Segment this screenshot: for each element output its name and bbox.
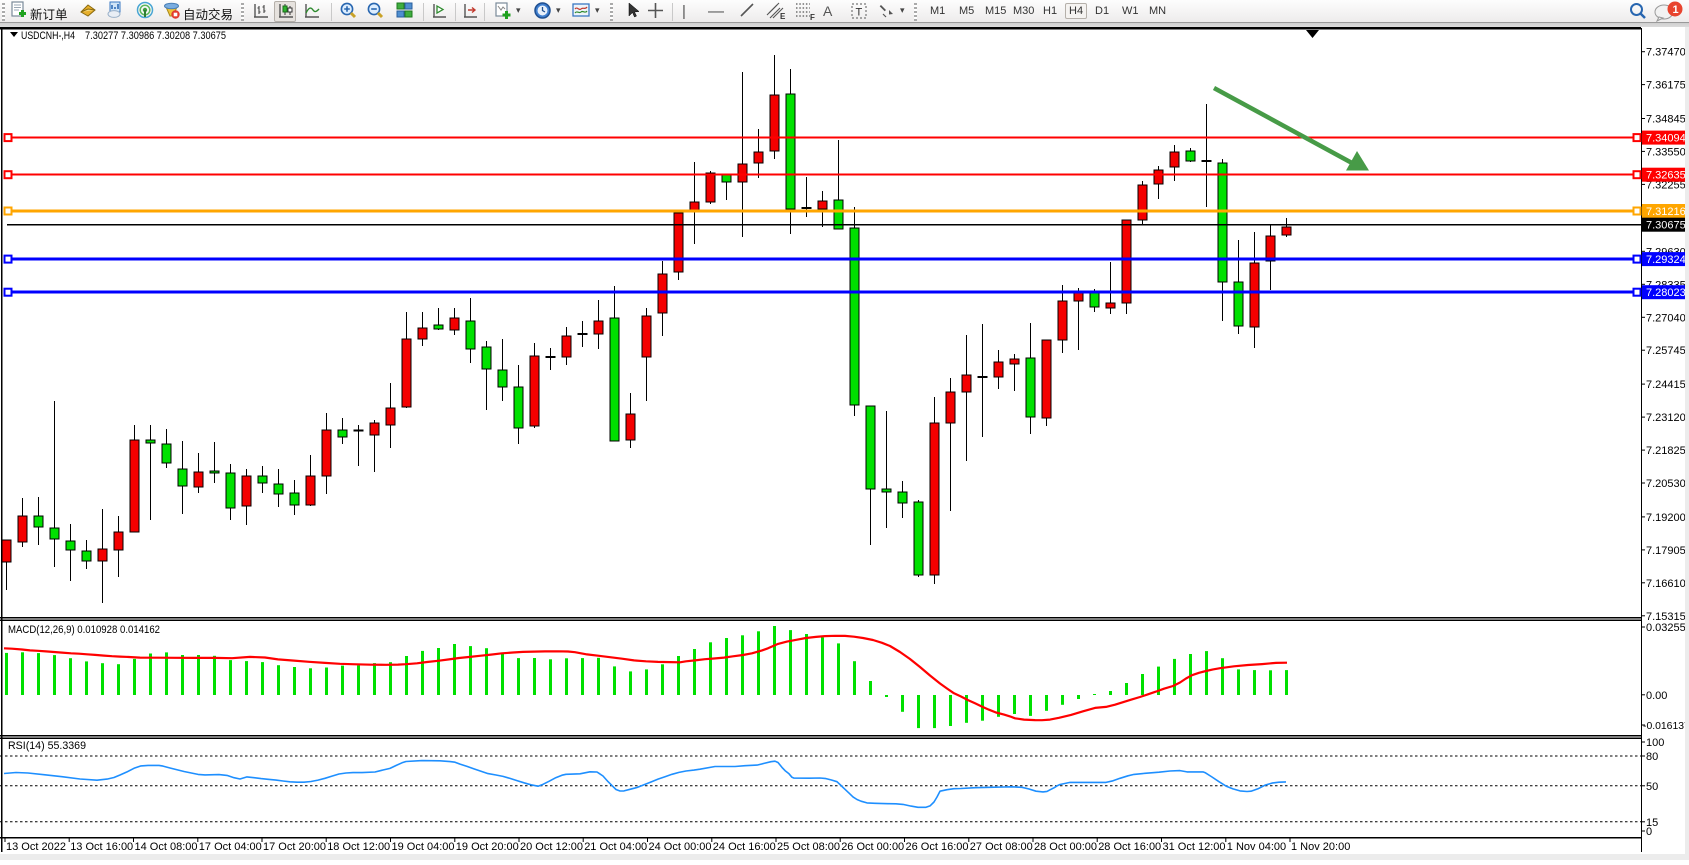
svg-text:31 Oct 12:00: 31 Oct 12:00 [1163, 841, 1226, 853]
svg-text:7.29324: 7.29324 [1646, 254, 1686, 266]
svg-text:7.19200: 7.19200 [1646, 512, 1686, 524]
svg-text:7.20530: 7.20530 [1646, 478, 1686, 490]
svg-text:7.23120: 7.23120 [1646, 412, 1686, 424]
svg-text:1 Nov 04:00: 1 Nov 04:00 [1227, 841, 1286, 853]
svg-text:0: 0 [1646, 826, 1652, 838]
svg-text:7.34845: 7.34845 [1646, 114, 1686, 126]
svg-text:80: 80 [1646, 751, 1658, 763]
svg-text:T: T [856, 7, 863, 19]
svg-text:7.32635: 7.32635 [1646, 170, 1686, 182]
svg-text:13 Oct 2022: 13 Oct 2022 [6, 841, 66, 853]
svg-text:7.28023: 7.28023 [1646, 287, 1686, 299]
svg-text:RSI(14) 55.3369: RSI(14) 55.3369 [8, 740, 86, 752]
svg-text:50: 50 [1646, 781, 1658, 793]
svg-text:100: 100 [1646, 737, 1664, 749]
svg-text:26 Oct 16:00: 26 Oct 16:00 [906, 841, 969, 853]
svg-text:26 Oct 00:00: 26 Oct 00:00 [841, 841, 904, 853]
svg-text:1 Nov 20:00: 1 Nov 20:00 [1291, 841, 1350, 853]
svg-text:7.33550: 7.33550 [1646, 146, 1686, 158]
svg-text:7.30675: 7.30675 [1646, 220, 1686, 232]
svg-text:17 Oct 20:00: 17 Oct 20:00 [263, 841, 326, 853]
svg-text:7.31216: 7.31216 [1646, 206, 1686, 218]
svg-text:21 Oct 04:00: 21 Oct 04:00 [584, 841, 647, 853]
svg-text:24 Oct 00:00: 24 Oct 00:00 [649, 841, 712, 853]
svg-text:7.17905: 7.17905 [1646, 545, 1686, 557]
svg-text:0.032551: 0.032551 [1646, 622, 1689, 634]
svg-text:E: E [780, 12, 786, 21]
svg-text:13 Oct 16:00: 13 Oct 16:00 [70, 841, 133, 853]
svg-text:24 Oct 16:00: 24 Oct 16:00 [713, 841, 776, 853]
svg-text:28 Oct 00:00: 28 Oct 00:00 [1034, 841, 1097, 853]
svg-text:MACD(12,26,9) 0.010928 0.01416: MACD(12,26,9) 0.010928 0.014162 [8, 624, 160, 636]
svg-text:28 Oct 16:00: 28 Oct 16:00 [1098, 841, 1161, 853]
svg-text:-0.016137: -0.016137 [1643, 721, 1689, 732]
svg-text:15: 15 [1646, 817, 1658, 829]
svg-text:7.21825: 7.21825 [1646, 445, 1686, 457]
svg-text:7.36175: 7.36175 [1646, 80, 1686, 92]
svg-text:F: F [810, 13, 815, 21]
svg-text:7.25745: 7.25745 [1646, 345, 1686, 357]
svg-text:14 Oct 08:00: 14 Oct 08:00 [135, 841, 198, 853]
svg-text:25 Oct 08:00: 25 Oct 08:00 [777, 841, 840, 853]
svg-text:19 Oct 04:00: 19 Oct 04:00 [392, 841, 455, 853]
svg-text:7.24415: 7.24415 [1646, 379, 1686, 391]
svg-text:7.16610: 7.16610 [1646, 578, 1686, 590]
svg-text:1: 1 [1673, 4, 1679, 16]
svg-text:7.34094: 7.34094 [1646, 133, 1686, 145]
svg-text:7.32255: 7.32255 [1646, 179, 1686, 191]
svg-text:7.15315: 7.15315 [1646, 611, 1686, 623]
svg-text:18 Oct 12:00: 18 Oct 12:00 [327, 841, 390, 853]
svg-text:7.27040: 7.27040 [1646, 312, 1686, 324]
svg-text:19 Oct 20:00: 19 Oct 20:00 [456, 841, 519, 853]
svg-text:17 Oct 04:00: 17 Oct 04:00 [199, 841, 262, 853]
svg-text:27 Oct 08:00: 27 Oct 08:00 [970, 841, 1033, 853]
svg-text:7.37470: 7.37470 [1646, 47, 1686, 59]
svg-text:0.00: 0.00 [1646, 690, 1667, 702]
svg-text:20 Oct 12:00: 20 Oct 12:00 [520, 841, 583, 853]
svg-text:USDCNH-,H4: USDCNH-,H4 [21, 30, 75, 42]
svg-text:7.30277 7.30986 7.30208 7.3067: 7.30277 7.30986 7.30208 7.30675 [85, 30, 226, 42]
